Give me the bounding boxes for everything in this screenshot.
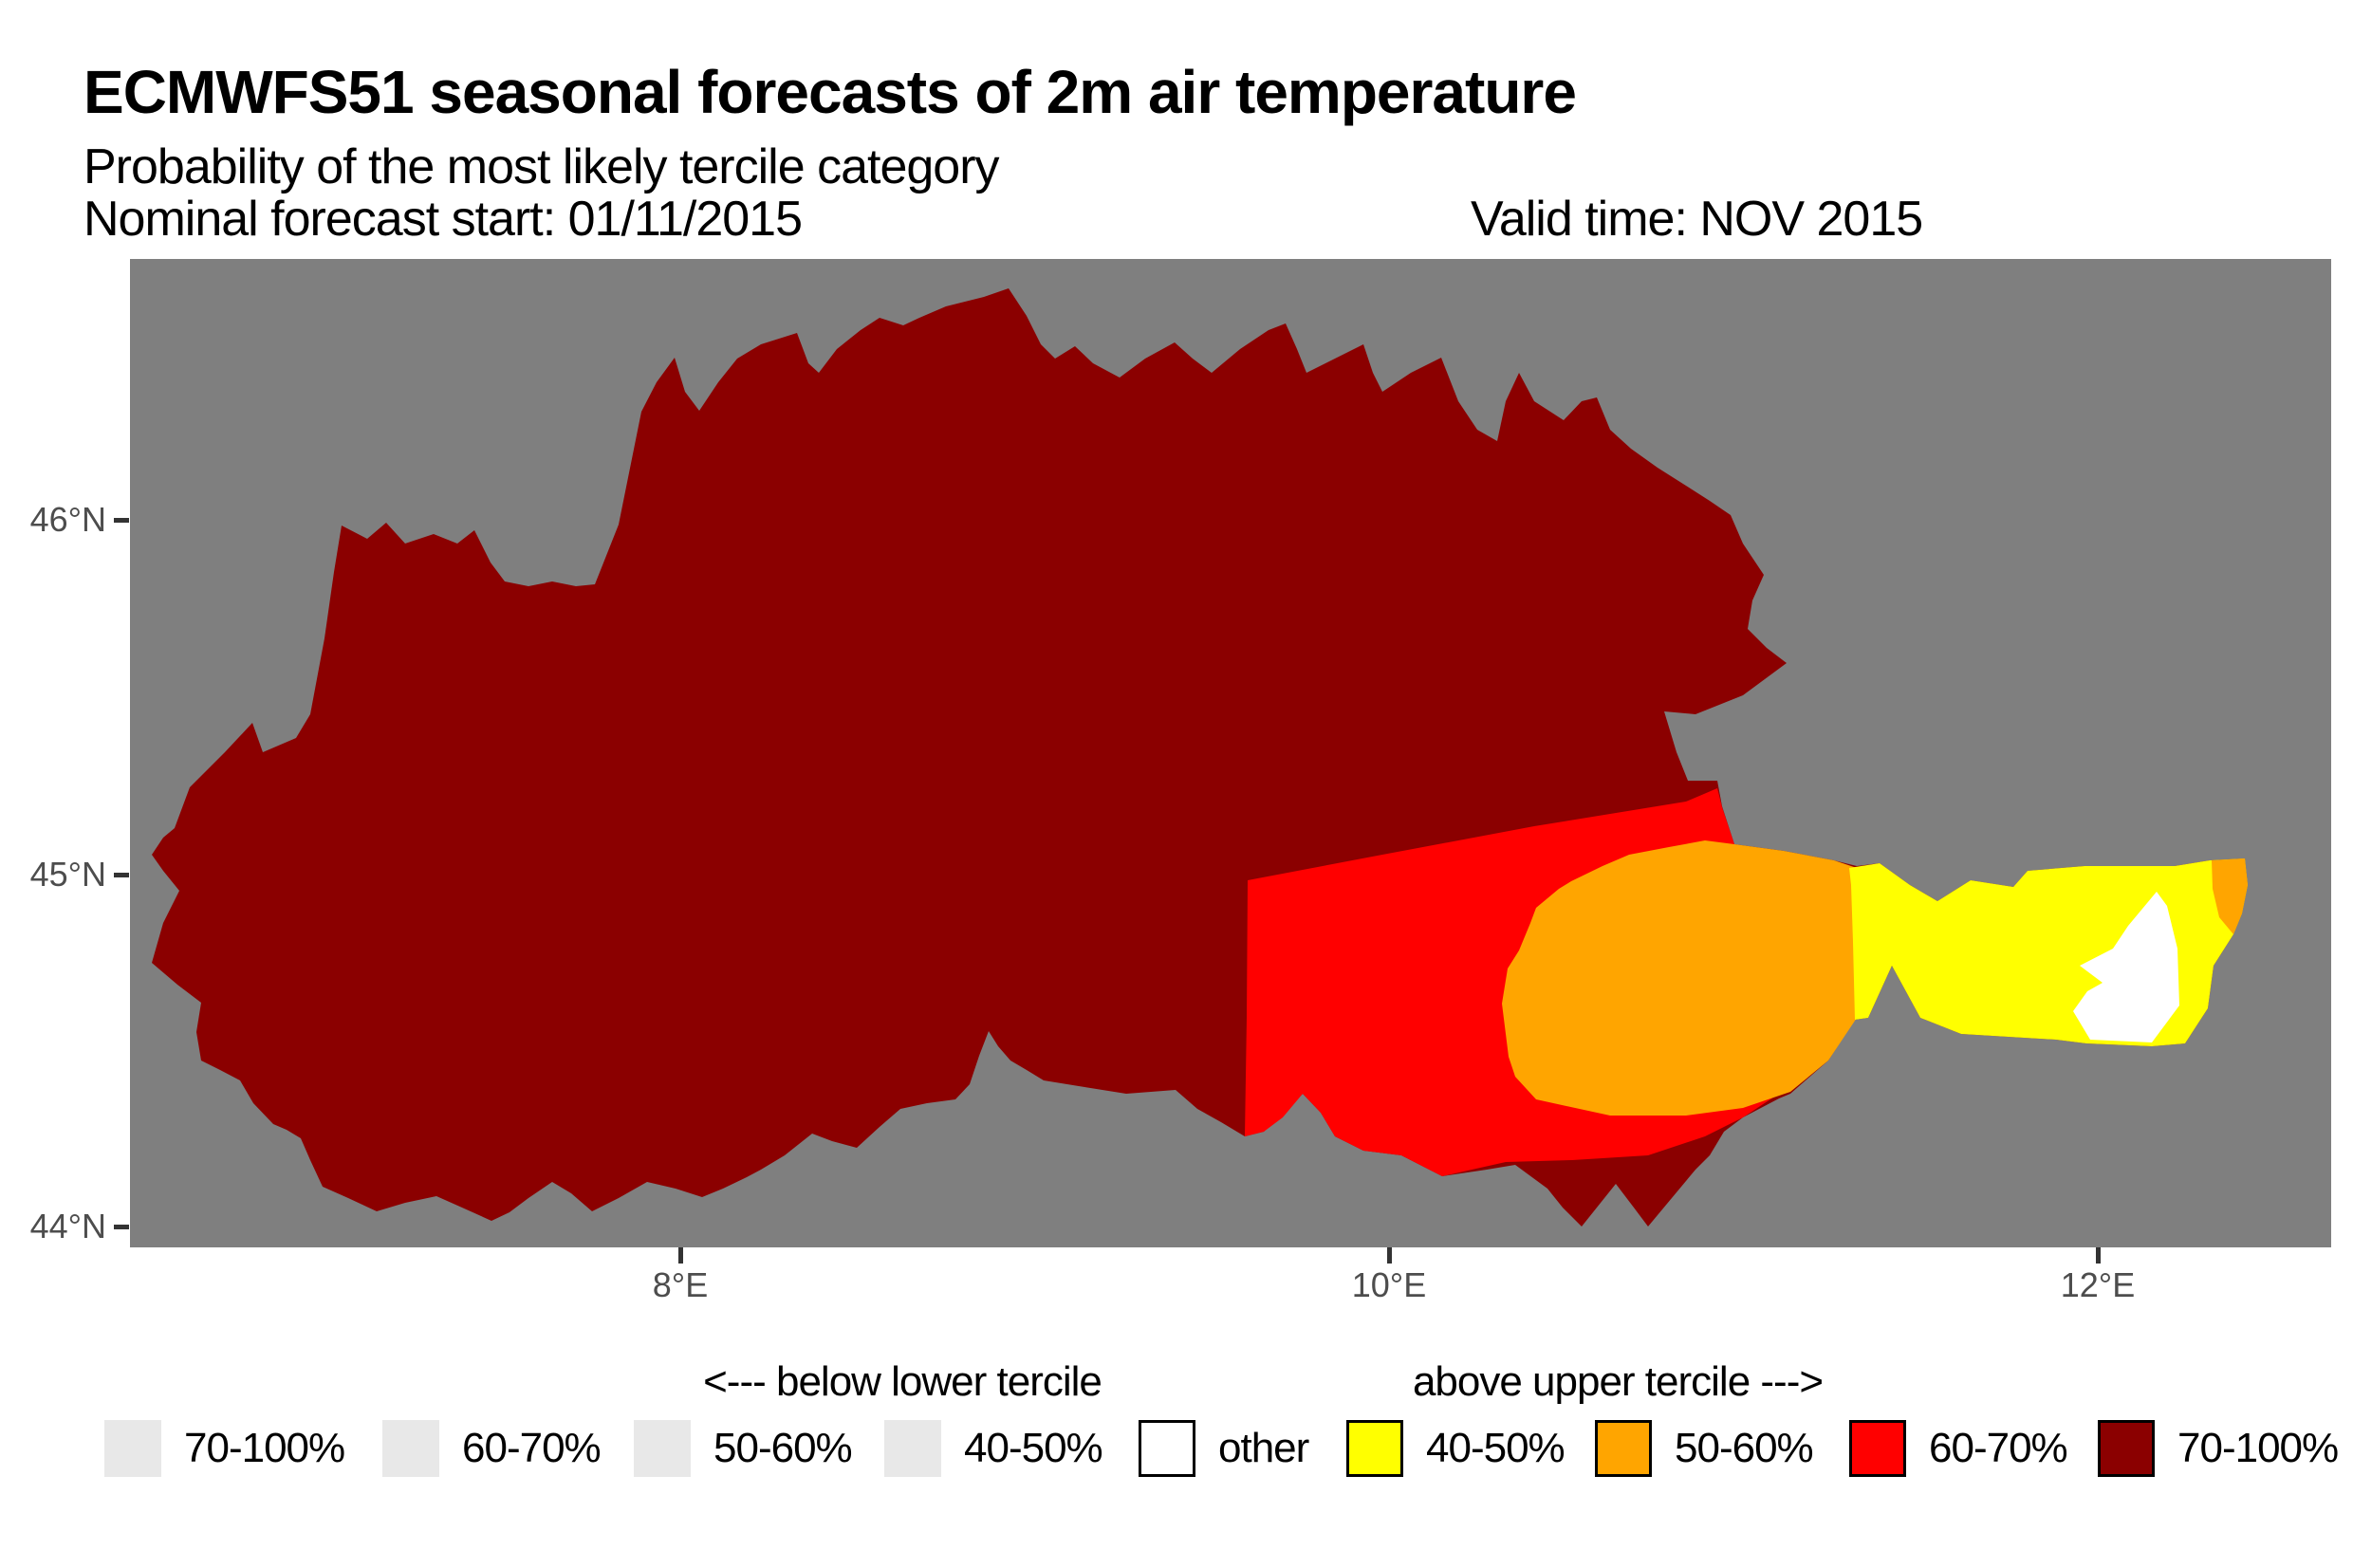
x-tick-mark (1387, 1247, 1392, 1264)
legend-swatch (1849, 1420, 1906, 1477)
legend-label: 50-60% (1675, 1425, 1814, 1471)
x-tick-mark (2096, 1247, 2101, 1264)
legend-label: 60-70% (462, 1425, 602, 1471)
legend-item-below-40-50pct: 40-50% (884, 1420, 1103, 1477)
page-subtitle: Probability of the most likely tercile c… (83, 139, 1000, 194)
legend-swatch (2098, 1420, 2155, 1477)
valid-time-label: Valid time: NOV 2015 (1471, 192, 1923, 247)
legend-swatch (1595, 1420, 1652, 1477)
legend-header-above-tercile: above upper tercile ---> (1412, 1358, 1824, 1405)
y-tick-mark (114, 873, 129, 877)
legend-item-above-60-70pct: 60-70% (1849, 1420, 2068, 1477)
y-tick-mark (114, 1225, 129, 1229)
forecast-map-svg (152, 288, 2248, 1227)
x-tick-mark (678, 1247, 683, 1264)
y-tick-label: 44°N (29, 1207, 106, 1245)
legend-label: 40-50% (1426, 1425, 1566, 1471)
forecast-map (130, 259, 2331, 1247)
x-tick-label: 10°E (1351, 1265, 1427, 1304)
legend-item-other-other: other (1139, 1420, 1309, 1477)
region-above-70-100-basin (152, 288, 2248, 1227)
x-tick-label: 12°E (2060, 1265, 2136, 1304)
y-tick-label: 45°N (29, 855, 106, 894)
region-other (2073, 892, 2179, 1042)
legend-swatch (1139, 1420, 1195, 1477)
page-title: ECMWFS51 seasonal forecasts of 2m air te… (83, 58, 1577, 126)
region-above-50-60 (1502, 840, 1860, 1116)
x-tick-label: 8°E (652, 1265, 709, 1304)
legend-item-above-70-100pct: 70-100% (2098, 1420, 2339, 1477)
legend-header-below-tercile: <--- below lower tercile (703, 1358, 1102, 1405)
legend-label: 60-70% (1929, 1425, 2068, 1471)
region-above-50-60-east (2212, 858, 2248, 934)
y-tick-mark (114, 518, 129, 523)
legend-item-above-50-60pct: 50-60% (1595, 1420, 1814, 1477)
forecast-start-label: Nominal forecast start: 01/11/2015 (83, 192, 803, 247)
legend-label: other (1218, 1425, 1309, 1471)
legend-swatch (1346, 1420, 1403, 1477)
region-above-40-50 (1849, 858, 2248, 1046)
legend-label: 70-100% (184, 1425, 345, 1471)
legend-label: 50-60% (713, 1425, 853, 1471)
legend-item-below-70-100pct: 70-100% (104, 1420, 345, 1477)
legend-item-below-60-70pct: 60-70% (382, 1420, 602, 1477)
legend-swatch (104, 1420, 161, 1477)
legend-label: 70-100% (2177, 1425, 2339, 1471)
legend-swatch (634, 1420, 691, 1477)
y-tick-label: 46°N (29, 500, 106, 539)
legend-item-above-40-50pct: 40-50% (1346, 1420, 1566, 1477)
legend-label: 40-50% (964, 1425, 1103, 1471)
legend-swatch (382, 1420, 439, 1477)
legend-swatch (884, 1420, 941, 1477)
legend-item-below-50-60pct: 50-60% (634, 1420, 853, 1477)
